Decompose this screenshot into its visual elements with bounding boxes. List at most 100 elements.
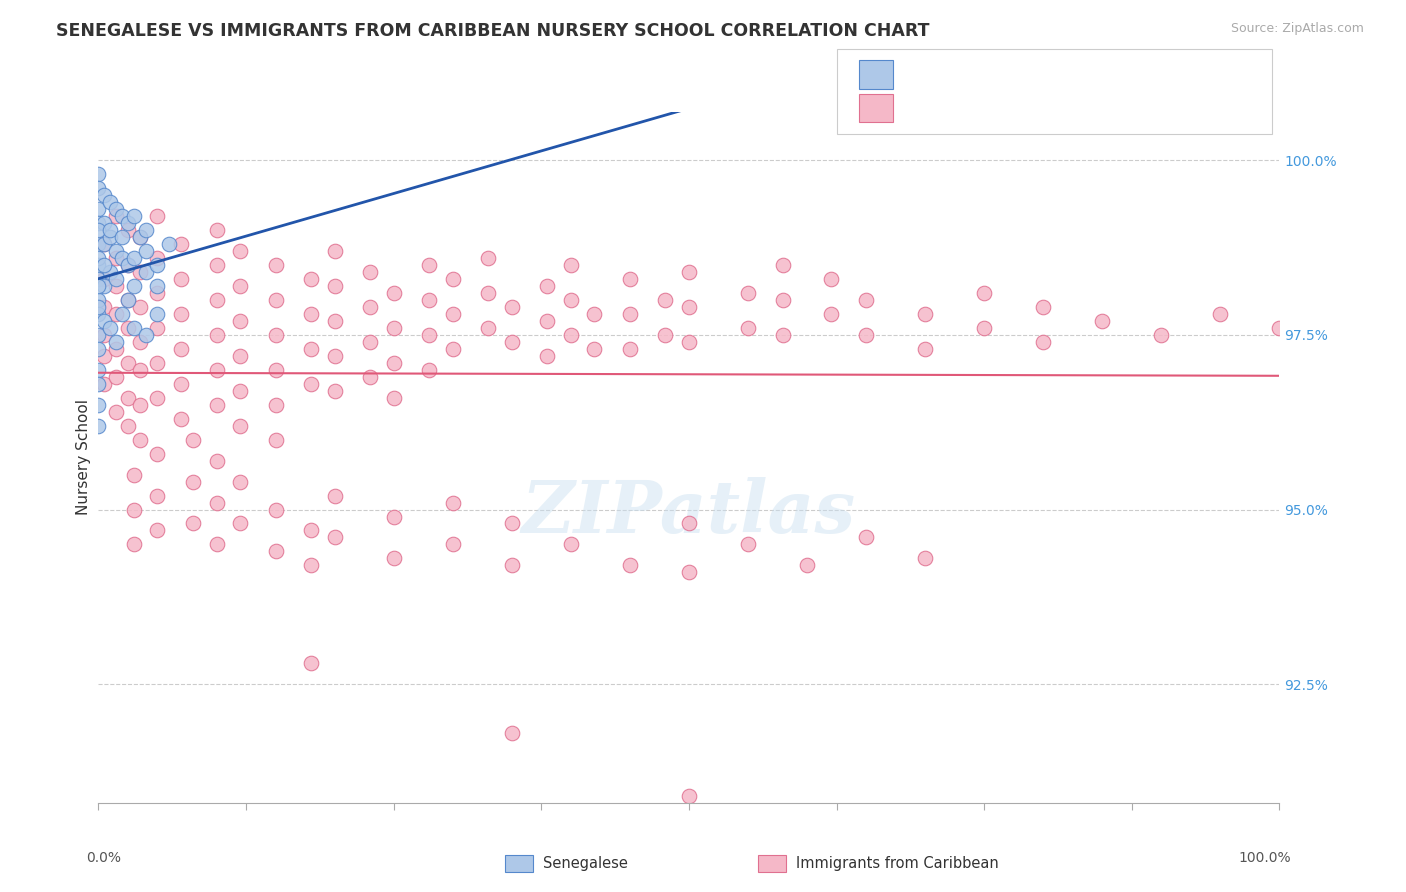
Point — [128, 265, 150, 279]
Point — [737, 286, 759, 301]
Point — [87, 363, 110, 377]
Point — [299, 342, 322, 356]
Point — [170, 307, 193, 321]
Point — [93, 258, 115, 272]
Point — [1032, 300, 1054, 314]
Point — [501, 516, 523, 531]
Point — [299, 376, 322, 391]
Point — [678, 300, 700, 314]
Point — [772, 293, 794, 307]
Point — [229, 314, 252, 328]
Point — [1032, 334, 1054, 349]
Point — [973, 321, 995, 335]
Text: Source: ZipAtlas.com: Source: ZipAtlas.com — [1230, 22, 1364, 36]
Point — [105, 405, 128, 419]
Point — [855, 328, 877, 343]
Point — [796, 558, 818, 573]
Point — [170, 342, 193, 356]
Point — [359, 265, 381, 279]
Point — [359, 334, 381, 349]
Point — [678, 566, 700, 580]
Point — [205, 328, 228, 343]
Point — [441, 537, 464, 551]
Point — [299, 307, 322, 321]
Point — [87, 279, 110, 293]
Point — [93, 314, 115, 328]
Point — [855, 531, 877, 545]
Point — [264, 258, 287, 272]
Point — [146, 524, 169, 538]
Point — [323, 531, 346, 545]
Point — [98, 195, 121, 210]
Point — [205, 363, 228, 377]
Point — [146, 447, 169, 461]
Point — [105, 307, 128, 321]
Point — [441, 272, 464, 286]
Point — [105, 334, 128, 349]
Point — [1268, 321, 1291, 335]
Point — [441, 495, 464, 509]
Point — [229, 384, 252, 398]
Point — [536, 314, 558, 328]
Text: SENEGALESE VS IMMIGRANTS FROM CARIBBEAN NURSERY SCHOOL CORRELATION CHART: SENEGALESE VS IMMIGRANTS FROM CARIBBEAN … — [56, 22, 929, 40]
Point — [299, 558, 322, 573]
Point — [477, 286, 499, 301]
Point — [128, 398, 150, 412]
Point — [323, 279, 346, 293]
Point — [128, 230, 150, 244]
Text: R =   0.481   N =   54: R = 0.481 N = 54 — [905, 67, 1078, 82]
Point — [501, 726, 523, 740]
Point — [146, 391, 169, 405]
Y-axis label: Nursery School: Nursery School — [76, 399, 91, 516]
Point — [117, 391, 139, 405]
Point — [146, 251, 169, 265]
Point — [229, 418, 252, 433]
Point — [619, 272, 641, 286]
Point — [105, 369, 128, 384]
Point — [117, 293, 139, 307]
Point — [135, 244, 157, 259]
Point — [146, 321, 169, 335]
Point — [146, 258, 169, 272]
Point — [229, 279, 252, 293]
Point — [264, 398, 287, 412]
Point — [441, 307, 464, 321]
Point — [98, 265, 121, 279]
Point — [105, 342, 128, 356]
Point — [117, 321, 139, 335]
Point — [111, 209, 134, 223]
Point — [87, 272, 110, 286]
Point — [560, 537, 582, 551]
Point — [205, 398, 228, 412]
Point — [122, 321, 145, 335]
Point — [914, 307, 936, 321]
Point — [105, 202, 128, 217]
Point — [229, 244, 252, 259]
Point — [654, 328, 676, 343]
Point — [87, 398, 110, 412]
Point — [181, 475, 204, 489]
Point — [98, 321, 121, 335]
Point — [135, 328, 157, 343]
Point — [264, 328, 287, 343]
Point — [117, 258, 139, 272]
Point — [382, 509, 405, 524]
Point — [135, 265, 157, 279]
Point — [820, 272, 842, 286]
Point — [105, 251, 128, 265]
Point — [93, 328, 115, 343]
Point — [128, 300, 150, 314]
Point — [619, 558, 641, 573]
Point — [382, 286, 405, 301]
Point — [122, 279, 145, 293]
Point — [205, 453, 228, 467]
Point — [264, 433, 287, 447]
Point — [229, 349, 252, 363]
Point — [181, 433, 204, 447]
Point — [135, 223, 157, 237]
Point — [382, 551, 405, 566]
Point — [111, 307, 134, 321]
Point — [122, 251, 145, 265]
Point — [229, 475, 252, 489]
Point — [93, 237, 115, 252]
